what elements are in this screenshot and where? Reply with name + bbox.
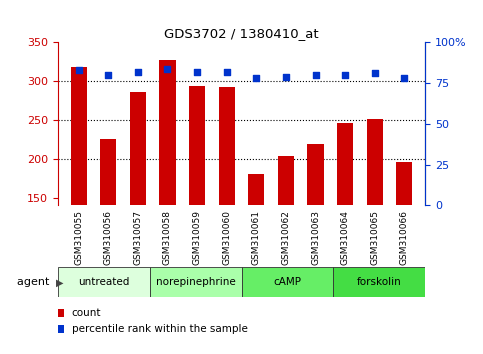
Bar [396,162,412,314]
Text: norepinephrine: norepinephrine [156,277,236,287]
Point [134,69,142,75]
Bar [337,123,353,314]
Point [371,70,379,76]
Bar [248,174,265,314]
Point [223,69,230,75]
Text: GSM310063: GSM310063 [311,210,320,265]
Text: GSM310060: GSM310060 [222,210,231,265]
Title: GDS3702 / 1380410_at: GDS3702 / 1380410_at [164,27,319,40]
Bar [307,144,324,314]
Text: GSM310055: GSM310055 [74,210,83,265]
Point [312,72,319,78]
Bar [189,86,205,314]
Text: GSM310056: GSM310056 [104,210,113,265]
Bar [150,267,242,297]
Point [253,75,260,81]
Bar [100,139,116,314]
Point [164,66,171,72]
Point [400,75,408,81]
Point [104,72,112,78]
Text: count: count [71,308,101,318]
Text: GSM310065: GSM310065 [370,210,379,265]
Text: GSM310062: GSM310062 [282,210,290,265]
Text: GSM310057: GSM310057 [133,210,142,265]
Text: GSM310064: GSM310064 [341,210,350,265]
Text: percentile rank within the sample: percentile rank within the sample [71,324,247,334]
Bar [219,87,235,314]
Bar [71,67,87,314]
Bar [58,267,150,297]
Bar [367,119,383,314]
Point [341,72,349,78]
Text: GSM310061: GSM310061 [252,210,261,265]
Text: agent: agent [17,277,53,287]
Point [75,67,83,73]
Bar [159,59,176,314]
Text: GSM310066: GSM310066 [400,210,409,265]
Text: GSM310059: GSM310059 [193,210,201,265]
Text: cAMP: cAMP [273,277,301,287]
Bar [278,156,294,314]
Text: GSM310058: GSM310058 [163,210,172,265]
Bar [333,267,425,297]
Bar [130,92,146,314]
Bar [242,267,333,297]
Point [282,74,290,80]
Text: ▶: ▶ [56,277,63,287]
Text: forskolin: forskolin [357,277,401,287]
Point [193,69,201,75]
Text: untreated: untreated [78,277,129,287]
